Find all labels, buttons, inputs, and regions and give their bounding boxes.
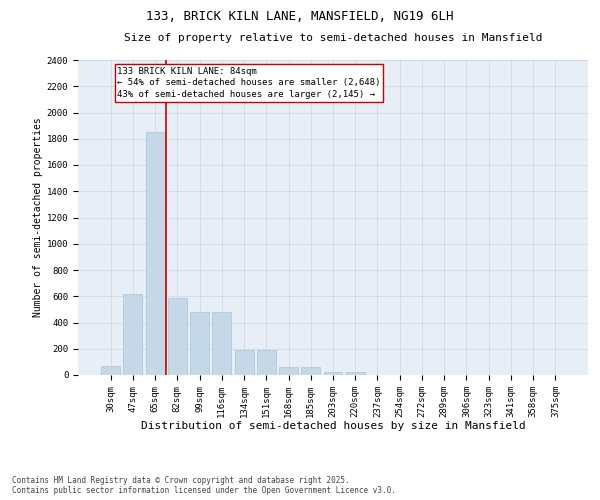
Title: Size of property relative to semi-detached houses in Mansfield: Size of property relative to semi-detach… — [124, 32, 542, 42]
Y-axis label: Number of semi-detached properties: Number of semi-detached properties — [32, 118, 43, 318]
Bar — [346, 372, 365, 375]
Bar — [257, 350, 276, 375]
Text: 133, BRICK KILN LANE, MANSFIELD, NG19 6LH: 133, BRICK KILN LANE, MANSFIELD, NG19 6L… — [146, 10, 454, 23]
Bar — [235, 350, 254, 375]
X-axis label: Distribution of semi-detached houses by size in Mansfield: Distribution of semi-detached houses by … — [140, 421, 526, 431]
Bar — [146, 132, 164, 375]
Bar — [301, 367, 320, 375]
Bar — [124, 294, 142, 375]
Bar — [190, 312, 209, 375]
Bar — [279, 367, 298, 375]
Bar — [323, 372, 343, 375]
Text: 133 BRICK KILN LANE: 84sqm
← 54% of semi-detached houses are smaller (2,648)
43%: 133 BRICK KILN LANE: 84sqm ← 54% of semi… — [118, 66, 380, 99]
Bar — [168, 298, 187, 375]
Bar — [101, 366, 120, 375]
Bar — [212, 312, 231, 375]
Text: Contains HM Land Registry data © Crown copyright and database right 2025.
Contai: Contains HM Land Registry data © Crown c… — [12, 476, 396, 495]
